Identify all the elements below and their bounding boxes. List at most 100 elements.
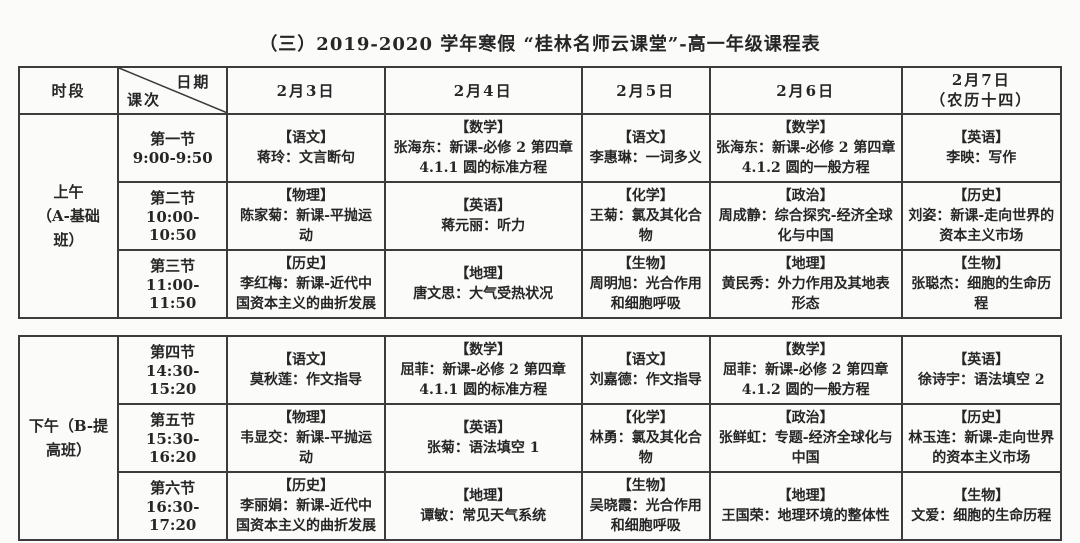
period-afternoon: 下午（B-提 高班） [18, 334, 119, 541]
lesson-cell: 【语文】蒋玲：文言断句 [226, 112, 386, 183]
lesson-detail: 李映：写作 [946, 149, 1017, 166]
lesson-subject: 【化学】 [617, 187, 674, 204]
lesson-detail: 林勇：氯及其化合物 [589, 429, 702, 466]
schedule-tables: 时段 日期 课次 2月3日 2月4日 2月5日 2月6日 2月7日 （农历十四）… [18, 66, 1063, 541]
date-label: 日期 [176, 73, 211, 91]
lesson-detail: 张鲜虹：专题-经济全球化与中国 [718, 429, 893, 466]
date-slot-diagonal-header: 日期 课次 [116, 66, 229, 115]
lesson-detail: 屈菲：新课-必修 2 第四章 4.1.1 圆的标准方程 [400, 361, 566, 398]
lesson-detail: 李红梅：新课-近代中国资本主义的曲折发展 [236, 275, 377, 312]
table-row-slot4: 下午（B-提 高班） 第四节 14:30-15:20 【语文】 莫秋莲：作文指导 … [18, 334, 1063, 541]
table-row-slot3: 第三节 11:00-11:50 【历史】李红梅：新课-近代中国资本主义的曲折发展… [19, 248, 1063, 319]
lesson-cell: 【化学】王菊：氯及其化合物 [580, 180, 711, 251]
date-header-feb5: 2月5日 [580, 66, 711, 115]
schedule-table-afternoon: 下午（B-提 高班） 第四节 14:30-15:20 【语文】 莫秋莲：作文指导 … [18, 334, 1063, 541]
date-header-feb4: 2月4日 [383, 66, 583, 115]
lesson-subject: 【历史】 [278, 255, 335, 272]
lesson-detail: 张海东：新课-必修 2 第四章 4.1.1 圆的标准方程 [393, 139, 573, 176]
lesson-detail: 周明旭：光合作用和细胞呼吸 [589, 275, 702, 312]
lesson-cell: 【数学】 张海东：新课-必修 2 第四章 4.1.2 圆的一般方程 [708, 112, 903, 183]
lesson-cell: 【历史】李丽娟：新课-近代中国资本主义的曲折发展 [226, 470, 386, 541]
lesson-subject: 【地理】 [777, 487, 834, 504]
lesson-cell: 【历史】李红梅：新课-近代中国资本主义的曲折发展 [226, 248, 386, 319]
slot-time: 10:00-10:50 [145, 208, 200, 244]
slot-cell: 第六节 16:30-17:20 [116, 470, 229, 541]
lesson-subject: 【政治】 [777, 409, 834, 426]
lesson-detail: 李丽娟：新课-近代中国资本主义的曲折发展 [236, 497, 377, 534]
lesson-cell: 【地理】 王国荣：地理环境的整体性 [708, 470, 903, 541]
lesson-subject: 【语文】 [278, 129, 335, 146]
lesson-subject: 【物理】 [278, 187, 335, 204]
slot-time: 14:30-15:20 [145, 362, 200, 398]
lesson-cell: 【语文】 李惠琳：一词多义 [580, 112, 711, 183]
lesson-cell: 【生物】 周明旭：光合作用和细胞呼吸 [580, 248, 711, 319]
slot-time: 16:30-17:20 [145, 498, 200, 534]
slot-name: 第三节 [150, 257, 196, 275]
lesson-subject: 【英语】 [953, 351, 1010, 368]
lesson-detail: 周成静：综合探究-经济全球化与中国 [718, 207, 893, 244]
lesson-cell: 【地理】黄民秀：外力作用及其地表形态 [708, 248, 903, 319]
slot-cell: 第二节 10:00-10:50 [116, 180, 229, 251]
lesson-cell: 【数学】 屈菲：新课-必修 2 第四章 4.1.2 圆的一般方程 [708, 334, 903, 405]
lesson-cell: 【英语】蒋元丽：听力 [383, 180, 583, 251]
table-row-slot5: 第五节 15:30-16:20 【物理】 韦显交：新课-平抛运动 【英语】 张菊：语… [19, 402, 1063, 473]
lesson-subject: 【数学】 [777, 341, 834, 358]
lesson-detail: 蒋元丽：听力 [441, 217, 526, 234]
lesson-detail: 刘姿：新课-走向世界的资本主义市场 [908, 207, 1055, 244]
slot-name: 第六节 [150, 479, 196, 497]
lesson-cell: 【历史】刘姿：新课-走向世界的资本主义市场 [900, 180, 1063, 251]
lesson-cell: 【化学】林勇：氯及其化合物 [580, 402, 711, 473]
slot-cell: 第四节 14:30-15:20 [116, 334, 229, 405]
lesson-cell: 【物理】 韦显交：新课-平抛运动 [226, 402, 386, 473]
lesson-subject: 【生物】 [953, 255, 1010, 272]
period-column-header: 时段 [18, 66, 119, 115]
lesson-subject: 【英语】 [953, 129, 1010, 146]
date-header-feb6: 2月6日 [708, 66, 903, 115]
lesson-subject: 【历史】 [278, 477, 335, 494]
lesson-subject: 【历史】 [953, 187, 1010, 204]
lesson-detail: 徐诗宇：语法填空 2 [917, 371, 1045, 388]
lesson-detail: 黄民秀：外力作用及其地表形态 [721, 275, 890, 312]
slot-time: 11:00-11:50 [145, 276, 200, 312]
lesson-subject: 【化学】 [617, 409, 674, 426]
lesson-subject: 【地理】 [455, 265, 512, 282]
lesson-subject: 【英语】 [455, 197, 512, 214]
lesson-detail: 莫秋莲：作文指导 [250, 371, 363, 388]
date-header-feb3: 2月3日 [226, 66, 386, 115]
slot-time: 15:30-16:20 [145, 430, 200, 466]
lesson-detail: 陈家菊：新课-平抛运动 [240, 207, 372, 244]
lesson-subject: 【数学】 [455, 119, 512, 136]
lesson-cell: 【语文】莫秋莲：作文指导 [226, 334, 386, 405]
lesson-cell: 【地理】唐文思：大气受热状况 [383, 248, 583, 319]
schedule-table-morning: 时段 日期 课次 2月3日 2月4日 2月5日 2月6日 2月7日 （农历十四）… [18, 66, 1063, 319]
lesson-detail: 文爱：细胞的生命历程 [911, 507, 1052, 524]
lesson-cell: 【政治】张鲜虹：专题-经济全球化与中国 [708, 402, 903, 473]
lesson-cell: 【生物】 文爱：细胞的生命历程 [900, 470, 1063, 541]
lesson-subject: 【语文】 [278, 351, 335, 368]
table-row-slot1: 上午 （A-基础 班） 第一节 9:00-9:50 【语文】 蒋玲：文言断句 【数… [18, 112, 1063, 319]
lesson-detail: 唐文思：大气受热状况 [413, 285, 554, 302]
lesson-cell: 【历史】林玉连：新课-走向世界的资本主义市场 [900, 402, 1063, 473]
lesson-cell: 【英语】徐诗宇：语法填空 2 [900, 334, 1063, 405]
lesson-detail: 蒋玲：文言断句 [257, 149, 356, 166]
lesson-cell: 【政治】周成静：综合探究-经济全球化与中国 [708, 180, 903, 251]
slot-time: 9:00-9:50 [132, 149, 213, 167]
lesson-cell: 【英语】 张菊：语法填空 1 [383, 402, 583, 473]
page-title: （三）2019-2020 学年寒假 “桂林名师云课堂”-高一年级课程表 [259, 34, 821, 55]
lesson-detail: 刘嘉德：作文指导 [589, 371, 702, 388]
lesson-cell: 【数学】 屈菲：新课-必修 2 第四章 4.1.1 圆的标准方程 [383, 334, 583, 405]
lesson-cell: 【物理】陈家菊：新课-平抛运动 [226, 180, 386, 251]
lesson-subject: 【历史】 [953, 409, 1010, 426]
lesson-detail: 林玉连：新课-走向世界的资本主义市场 [908, 429, 1055, 466]
date-header-feb7: 2月7日 （农历十四） [900, 66, 1063, 115]
diagonal-divider-line [119, 68, 226, 113]
slot-cell: 第三节 11:00-11:50 [116, 248, 229, 319]
lesson-subject: 【数学】 [777, 119, 834, 136]
lesson-subject: 【地理】 [777, 255, 834, 272]
lesson-subject: 【政治】 [777, 187, 834, 204]
slot-name: 第一节 [150, 130, 196, 148]
lesson-detail: 王菊：氯及其化合物 [589, 207, 702, 244]
slot-label: 课次 [126, 90, 161, 109]
slot-name: 第五节 [150, 411, 196, 429]
